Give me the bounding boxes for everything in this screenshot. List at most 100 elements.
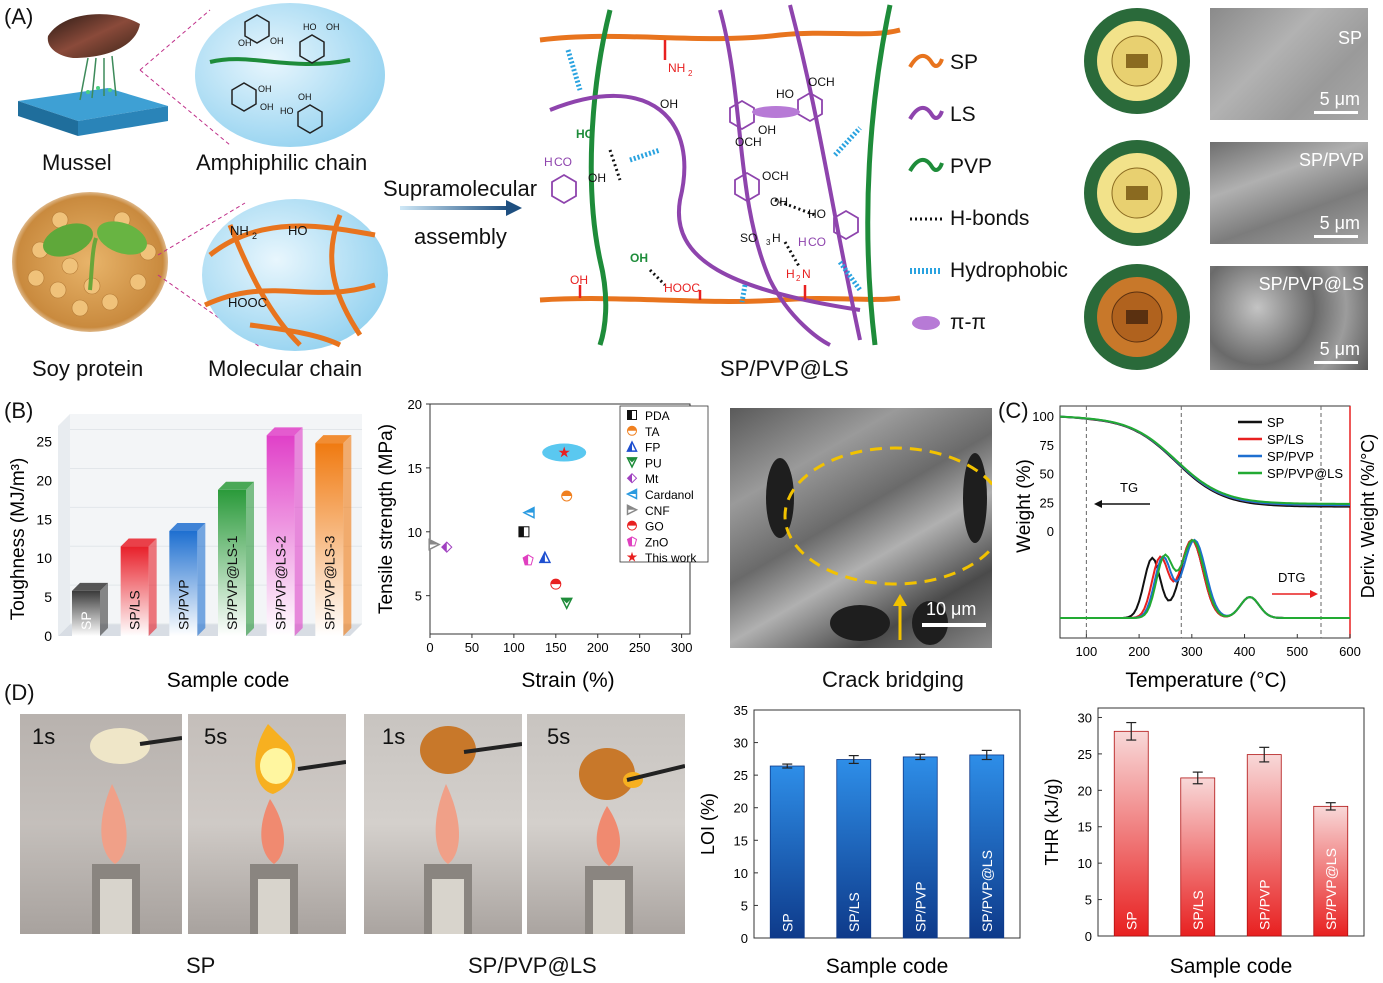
thr-ytick-4: 20 [1078,783,1092,798]
legend-item-1: LS [908,98,976,132]
toughness-category-5: SP/PVP@LS-3 [321,535,337,630]
burn-photo-sp-5s: 5s [188,714,346,934]
legend-swatch-4 [910,268,942,274]
scatter-legend-label-4: Mt [645,472,659,486]
tga-xtick-5: 600 [1339,644,1361,659]
svg-text:OH: OH [270,36,284,46]
chem-nh2: NH [668,61,685,75]
crack-caption: Crack bridging [822,667,964,692]
scatter-xtick-6: 300 [671,640,693,655]
loi-category-2: SP/PVP [912,881,928,932]
chem-oh-6: OH [570,273,588,287]
loi-bar-1 [836,759,872,939]
scatter-legend-marker-2 [626,440,638,452]
legend-label-3: H-bonds [950,207,1030,230]
toughness-ylabel: Toughness (MJ/m³) [8,458,29,621]
tga-ytick-0: 0 [1047,524,1054,539]
assembly-arrow [400,200,522,216]
scatter-legend-marker-5 [625,488,638,500]
chem-oh-4: OH [770,195,788,209]
toughness-category-3: SP/PVP@LS-1 [224,535,240,630]
dtg-label: DTG [1278,570,1305,585]
chem-h2n: H [786,267,795,281]
scatter-ytick-2: 15 [408,461,422,476]
legend-swatch-2 [908,158,944,173]
svg-text:HO: HO [303,22,317,32]
scatter-point-4 [441,541,453,553]
tga-legend-label-3: SP/PVP@LS [1267,466,1343,481]
panel-label-c: (C) [998,398,1029,423]
panel-label-a: (A) [4,4,34,29]
toughness-category-2: SP/PVP [175,579,191,630]
scatter-legend-label-3: PU [645,456,662,470]
chem-ho-3: HO [808,207,826,221]
thr-category-0: SP [1123,911,1139,930]
legend-item-2: PVP [908,150,992,184]
thr-ytick-0: 0 [1085,929,1092,944]
network-caption: SP/PVP@LS [720,356,849,381]
scatter-legend-marker-1 [627,425,637,436]
seal-sp-pvp-ls [1084,264,1190,370]
loi-ytick-6: 30 [734,736,748,751]
svg-text:OH: OH [238,38,252,48]
chem-h3co-1: H [544,155,553,169]
toughness-category-4: SP/PVP@LS-2 [273,535,289,630]
svg-text:HO: HO [280,106,294,116]
seal-sp-pvp [1084,140,1190,246]
loi-ytick-5: 25 [734,768,748,783]
loi-ytick-0: 0 [741,931,748,946]
scatter-point-6 [428,538,441,551]
toughness-category-1: SP/LS [127,590,143,630]
toughness-ytick-2: 10 [36,550,52,566]
photo-label-3: 1s [382,724,406,749]
tga-ylabel-left: Weight (%) [1014,459,1035,553]
thr-bar-3 [1313,805,1349,937]
sem-image-sp-pvp-ls: SP/PVP@LS 5 μm [1210,266,1368,370]
scatter-ytick-0: 5 [415,589,422,604]
chem-ho-2: HO [776,87,794,101]
loi-errorbar-0 [782,763,793,769]
thr-ytick-3: 15 [1078,820,1092,835]
chem-oh-3: OH [758,123,776,137]
tg-curve-3 [1059,415,1351,505]
toughness-ytick-3: 15 [36,511,52,527]
scatter-point-2 [538,550,552,564]
thr-ytick-1: 5 [1085,893,1092,908]
scatter-xtick-2: 100 [503,640,525,655]
scatter-point-9 [558,446,570,458]
scatter-legend-label-0: PDA [645,409,670,423]
scatter-legend-label-6: CNF [645,504,670,518]
legend-swatch-1 [908,106,944,121]
scatter-point-0 [518,526,530,538]
chem-h2n-n: N [802,267,811,281]
burn-photo-sppvpls-1s: 1s [364,714,522,934]
legend-item-0: SP [908,46,978,80]
soy-protein-label: Soy protein [32,356,144,381]
legend-item-4: Hydrophobic [908,254,1068,288]
loi-ytick-7: 35 [734,703,748,718]
legend-label-2: PVP [950,155,993,178]
burn-photo-sppvpls-5s: 5s [527,714,685,934]
legend-label-1: LS [950,103,976,126]
chem-hooc: HOOC [664,281,700,295]
chem-oh-5: OH [630,251,648,265]
loi-ytick-3: 15 [734,833,748,848]
toughness-ytick-1: 5 [44,589,52,605]
loi-bar-chart: 0 5 10 15 20 25 30 35 SP SP/LS SP/PVP SP/PVP@LS LOI … [698,703,1021,978]
tga-ytick-3: 75 [1040,438,1054,453]
photo-caption-sppvpls: SP/PVP@LS [468,953,597,978]
tga-xtick-0: 100 [1076,644,1098,659]
chem-h3co-2: H [798,235,807,249]
scatter-legend-label-7: GO [645,520,664,534]
toughness-bar-3 [218,481,254,636]
scatter-xtick-1: 50 [465,640,479,655]
crack-scale: 10 μm [926,599,977,619]
mussel-illustration [18,14,168,136]
molecular-chain-label: Molecular chain [208,356,363,381]
loi-category-0: SP [779,913,795,932]
scatter-legend-label-9: This work [645,551,697,565]
tga-legend-label-2: SP/PVP [1267,449,1314,464]
molecular-chain-illustration: NH 2 HO HOOC [157,199,388,351]
legend-label-5: π-π [950,311,986,334]
sem-label-sp: SP [1337,28,1362,48]
